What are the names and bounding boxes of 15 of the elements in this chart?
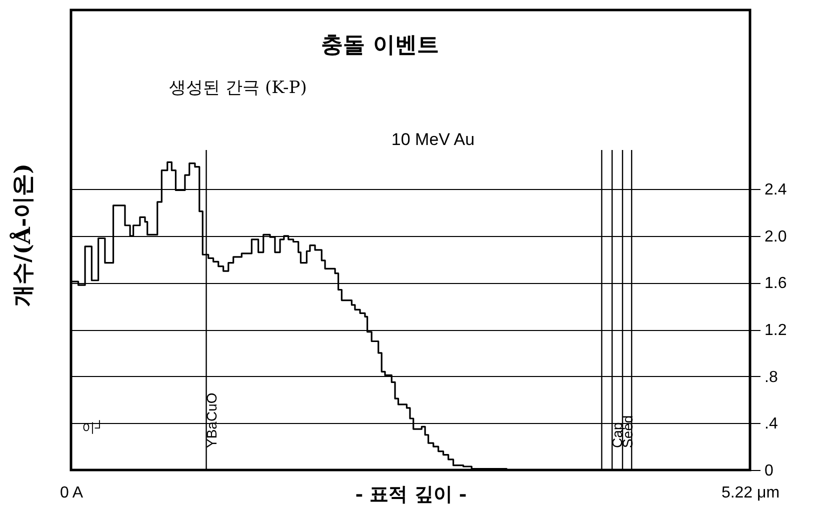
text: 충돌 이벤트 [321,32,439,58]
y-tick-label: 0 [764,462,774,480]
text: 생성된 간극 (K-P) [169,78,307,98]
y-tick-label: 2.0 [764,228,787,246]
y-tick-label: .4 [764,416,778,433]
annotation: 10 MeV Au [391,130,475,149]
y-tick-label: .8 [764,368,778,386]
ref-line-label: YBaCuO [203,392,220,448]
y-axis-title: 개수/(Å-이온) [9,163,36,307]
x-tick-label: 0 A [60,484,84,502]
x-axis-title: - 표적 깊이 - [355,484,467,506]
y-tick-label: 1.6 [764,275,787,292]
y-tick-label: 2.4 [764,182,787,199]
x-tick-label: 5.22 μm [721,484,780,502]
y-tick-label: 1.2 [764,322,787,340]
